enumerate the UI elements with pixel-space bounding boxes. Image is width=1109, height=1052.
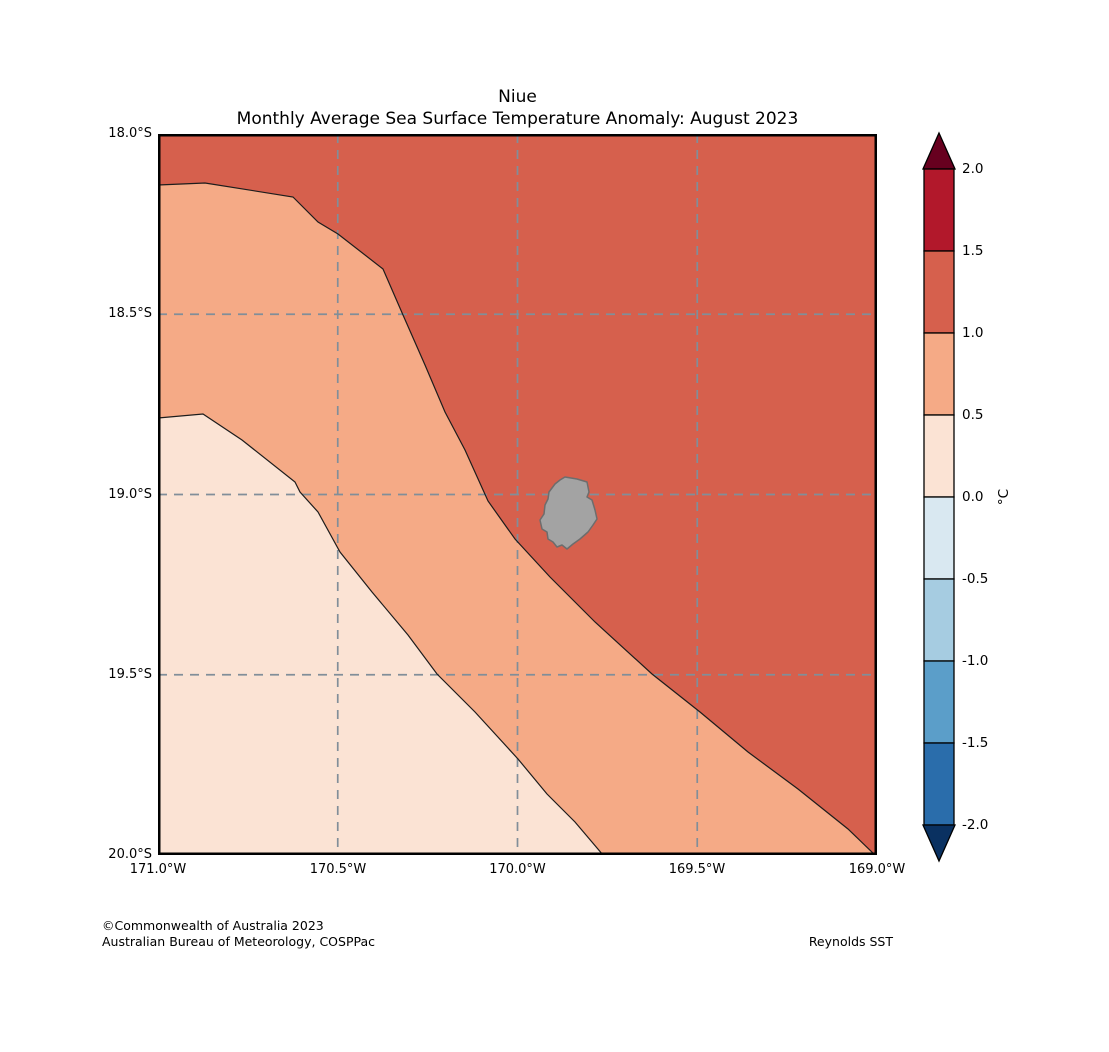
colorbar-tick-label: 0.0 xyxy=(962,489,984,505)
y-tick-label: 18.0°S xyxy=(108,126,152,141)
colorbar-unit-label: °C xyxy=(996,488,1012,506)
chart-title: Niue xyxy=(498,87,537,107)
colorbar-segment xyxy=(923,496,955,580)
x-tick-label: 169.0°W xyxy=(848,862,906,877)
map-border xyxy=(158,134,877,855)
colorbar-segment xyxy=(923,578,955,662)
colorbar-segment xyxy=(923,742,955,826)
data-source-label: Reynolds SST xyxy=(808,934,893,949)
agency-text: Australian Bureau of Meteorology, COSPPa… xyxy=(102,934,375,949)
colorbar-tick-label: -0.5 xyxy=(962,571,989,587)
colorbar-over-arrow xyxy=(921,131,957,170)
y-tick-label: 19.0°S xyxy=(108,486,152,502)
x-tick-label: 170.5°W xyxy=(309,862,367,877)
colorbar-under-arrow xyxy=(921,824,957,863)
band-0.0-0.5 xyxy=(158,414,603,855)
sst-anomaly-contour-map xyxy=(158,134,877,855)
niue-island xyxy=(539,476,598,550)
contour-line-1.0 xyxy=(158,182,876,855)
x-tick-label: 170.0°W xyxy=(489,862,546,877)
colorbar-segment xyxy=(923,168,955,252)
y-tick-label: 18.5°S xyxy=(108,306,152,321)
contour-line-0.5 xyxy=(158,413,604,855)
colorbar-tick-label: 0.5 xyxy=(962,407,984,423)
colorbar xyxy=(921,131,957,863)
colorbar-segment xyxy=(923,332,955,416)
y-tick-label: 19.5°S xyxy=(108,667,152,682)
colorbar-tick-label: -1.0 xyxy=(962,653,989,669)
chart-subtitle: Monthly Average Sea Surface Temperature … xyxy=(236,109,799,129)
x-tick-label: 171.0°W xyxy=(129,862,187,877)
y-tick-label: 20.0°S xyxy=(108,847,152,862)
colorbar-segment xyxy=(923,660,955,744)
colorbar-segment xyxy=(923,414,955,498)
copyright-text: ©Commonwealth of Australia 2023 xyxy=(102,918,324,933)
colorbar-segment xyxy=(923,250,955,334)
colorbar-tick-label: 1.0 xyxy=(962,325,984,341)
colorbar-tick-label: 1.5 xyxy=(962,243,984,259)
colorbar-tick-label: -2.0 xyxy=(962,817,989,833)
colorbar-tick-label: -1.5 xyxy=(962,735,989,751)
x-tick-label: 169.5°W xyxy=(668,862,726,877)
colorbar-tick-label: 2.0 xyxy=(962,161,984,177)
